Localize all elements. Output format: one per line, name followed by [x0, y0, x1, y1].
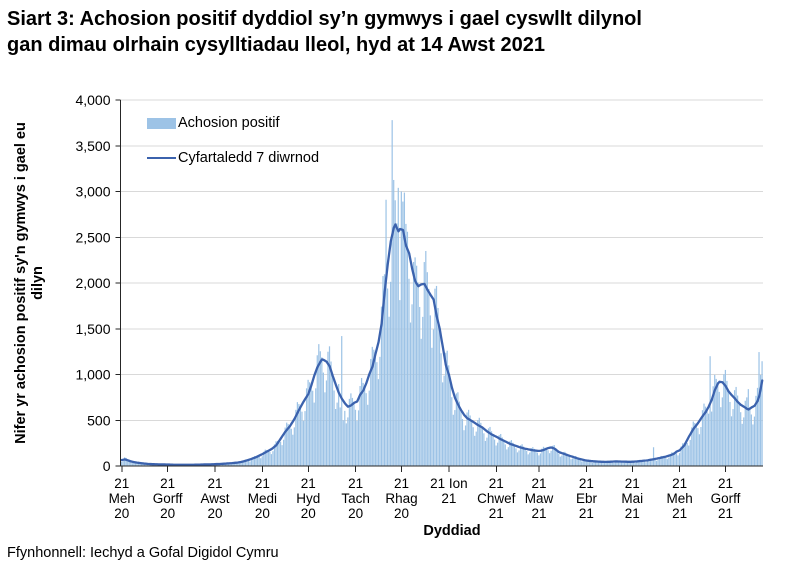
svg-text:21: 21: [718, 506, 733, 521]
svg-text:21: 21: [579, 476, 594, 491]
line-swatch-icon: [147, 156, 176, 160]
svg-text:Tach: Tach: [341, 491, 370, 506]
svg-text:4,000: 4,000: [75, 92, 110, 108]
svg-text:21: 21: [394, 476, 409, 491]
source-note: Ffynhonnell: Iechyd a Gofal Digidol Cymr…: [7, 545, 279, 561]
svg-text:21: 21: [625, 506, 640, 521]
svg-text:20: 20: [207, 506, 222, 521]
svg-text:2,500: 2,500: [75, 229, 110, 245]
svg-text:20: 20: [394, 506, 409, 521]
svg-text:Meh: Meh: [109, 491, 135, 506]
svg-text:21: 21: [489, 506, 504, 521]
svg-text:Chwef: Chwef: [477, 491, 516, 506]
bar-swatch-icon: [147, 117, 176, 129]
svg-text:Maw: Maw: [525, 491, 554, 506]
svg-text:21: 21: [532, 506, 547, 521]
chart-title: Siart 3: Achosion positif dyddiol sy’n g…: [7, 6, 787, 58]
svg-text:21 Ion: 21 Ion: [430, 476, 468, 491]
bars-series-positive-cases: [121, 120, 763, 467]
svg-text:21: 21: [672, 506, 687, 521]
grid-lines: [120, 99, 763, 421]
svg-text:Mai: Mai: [621, 491, 643, 506]
svg-text:21: 21: [489, 476, 504, 491]
svg-text:21: 21: [207, 476, 222, 491]
svg-text:21: 21: [114, 476, 129, 491]
svg-text:21: 21: [301, 476, 316, 491]
svg-text:Awst: Awst: [200, 491, 229, 506]
svg-text:3,500: 3,500: [75, 138, 110, 154]
y-tick-labels: 0 500 1,000 1,500 2,000 2,500 3,000 3,500 4,000: [75, 92, 121, 474]
svg-text:Hyd: Hyd: [296, 491, 320, 506]
svg-text:21: 21: [625, 476, 640, 491]
legend-item-positive-cases: Achosion positif: [147, 115, 319, 131]
svg-text:20: 20: [114, 506, 129, 521]
legend-item-7day-average: Cyfartaledd 7 diwrnod: [147, 150, 319, 166]
svg-text:20: 20: [255, 506, 270, 521]
svg-text:21: 21: [348, 476, 363, 491]
svg-text:1,500: 1,500: [75, 321, 110, 337]
svg-text:21: 21: [441, 491, 456, 506]
x-tick-labels: 21Meh2021Gorff2021Awst2021Medi2021Hyd202…: [109, 466, 741, 521]
svg-text:Medi: Medi: [248, 491, 277, 506]
svg-text:Rhag: Rhag: [385, 491, 417, 506]
svg-text:500: 500: [87, 412, 111, 428]
chart-title-line1: Siart 3: Achosion positif dyddiol sy’n g…: [7, 8, 642, 30]
legend-label: Achosion positif: [178, 115, 280, 131]
svg-text:Ebr: Ebr: [576, 491, 598, 506]
svg-text:Gorff: Gorff: [153, 491, 183, 506]
svg-text:20: 20: [348, 506, 363, 521]
chart-legend: Achosion positif Cyfartaledd 7 diwrnod: [147, 115, 319, 166]
x-axis-title: Dyddiad: [423, 523, 481, 539]
svg-text:3,000: 3,000: [75, 184, 110, 200]
svg-text:21: 21: [255, 476, 270, 491]
chart-title-line2: gan dimau olrhain cysylltiadau lleol, hy…: [7, 34, 545, 56]
svg-text:21: 21: [579, 506, 594, 521]
svg-text:20: 20: [301, 506, 316, 521]
svg-text:21: 21: [718, 476, 733, 491]
svg-text:1,000: 1,000: [75, 367, 110, 383]
svg-text:Gorff: Gorff: [711, 491, 741, 506]
svg-text:2,000: 2,000: [75, 275, 110, 291]
legend-label: Cyfartaledd 7 diwrnod: [178, 150, 320, 166]
svg-text:21: 21: [672, 476, 687, 491]
svg-text:Meh: Meh: [667, 491, 693, 506]
svg-text:21: 21: [532, 476, 547, 491]
svg-text:0: 0: [103, 458, 111, 474]
seven-day-average-line: [120, 223, 764, 466]
svg-text:20: 20: [160, 506, 175, 521]
svg-text:21: 21: [160, 476, 175, 491]
